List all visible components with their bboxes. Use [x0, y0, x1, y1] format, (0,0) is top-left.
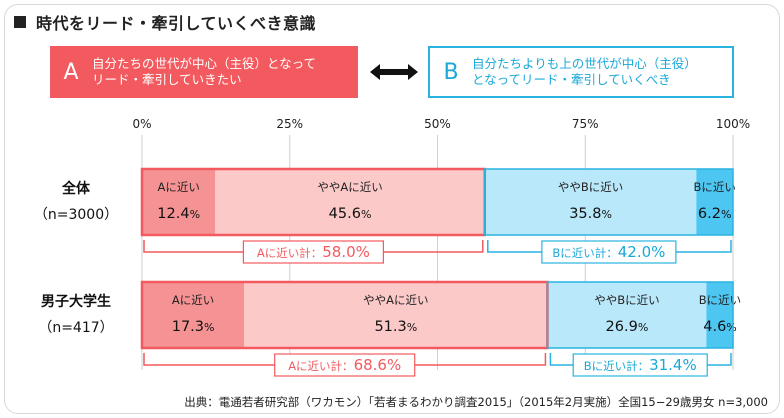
segment-name-label: ややAに近い — [317, 180, 382, 194]
double-arrow-icon — [370, 64, 418, 80]
category-label: 全体 — [61, 180, 91, 197]
source-note: 出典：電通若者研究部（ワカモン）「若者まるわかり調査2015」（2015年2月実… — [184, 395, 768, 409]
bar-segment — [696, 169, 733, 235]
a-total-label: Aに近い計：68.6% — [288, 356, 401, 374]
bar-segment — [547, 282, 707, 348]
segment-name-label: ややBに近い — [594, 293, 659, 307]
b-total-box — [572, 353, 708, 377]
x-tick-label: 75% — [572, 117, 599, 131]
segment-value-label: 6.2% — [698, 206, 732, 222]
bar-segment — [706, 282, 734, 348]
x-tick-label: 50% — [424, 117, 451, 131]
bar-segment — [244, 282, 548, 348]
segment-name-label: Aに近い — [172, 293, 214, 307]
segment-name-label: ややBに近い — [558, 180, 623, 194]
segment-value-label: 12.4% — [157, 206, 200, 222]
segment-value-label: 51.3% — [374, 319, 417, 335]
b-group-outline — [546, 281, 734, 349]
segment-name-label: Bに近い — [699, 293, 741, 307]
category-n-label: （n=3000） — [34, 207, 118, 223]
legend-a-letter: A — [63, 59, 79, 85]
b-total-label: Bに近い計：31.4% — [584, 356, 697, 374]
x-tick-label: 100% — [716, 117, 750, 131]
a-total-box — [274, 353, 416, 377]
segment-name-label: Aに近い — [157, 180, 199, 194]
legend-b-text: 自分たちよりも上の世代が中心（主役） となってリード・牽引していくべき — [472, 56, 697, 87]
x-tick-label: 0% — [132, 117, 151, 131]
legend-b-letter: B — [443, 59, 459, 85]
bar-segment — [142, 169, 216, 235]
square-bullet-icon — [14, 16, 26, 28]
x-tick-label: 25% — [276, 117, 303, 131]
segment-name-label: Bに近い — [693, 180, 735, 194]
a-total-label: Aに近い計：58.0% — [257, 243, 370, 261]
segment-value-label: 45.6% — [329, 206, 372, 222]
segment-value-label: 35.8% — [569, 206, 612, 222]
bar-segment — [215, 169, 485, 235]
legend-a-text: 自分たちの世代が中心（主役）となって リード・牽引していきたい — [92, 56, 317, 87]
segment-value-label: 26.9% — [606, 319, 649, 335]
segment-value-label: 4.6% — [703, 319, 737, 335]
a-total-box — [242, 240, 384, 264]
category-label: 男子大学生 — [41, 293, 111, 310]
legend-b-box: B 自分たちよりも上の世代が中心（主役） となってリード・牽引していくべき — [428, 46, 734, 98]
bar-segment — [142, 282, 245, 348]
legend-a-box: A 自分たちの世代が中心（主役）となって リード・牽引していきたい — [50, 46, 358, 98]
bar-segment — [484, 169, 697, 235]
segment-name-label: ややAに近い — [363, 293, 428, 307]
chart-title: 時代をリード・牽引していくべき意識 — [36, 14, 317, 33]
category-n-label: （n=417） — [38, 320, 113, 336]
b-total-box — [541, 240, 677, 264]
segment-value-label: 17.3% — [172, 319, 215, 335]
b-group-outline — [484, 168, 734, 236]
title-bar: 時代をリード・牽引していくべき意識 — [14, 10, 316, 34]
b-total-label: Bに近い計：42.0% — [552, 243, 665, 261]
